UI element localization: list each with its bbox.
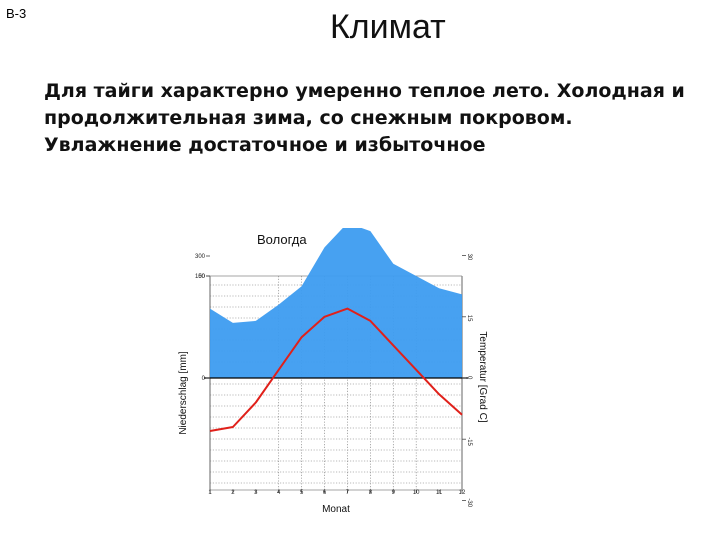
right-tick-label: -15 [466, 437, 472, 446]
left-tick-label: 50 [198, 274, 205, 280]
precipitation-area [210, 228, 462, 378]
body-text-line: продолжительная зима, со снежным покрово… [44, 107, 573, 129]
x-tick-label: 11 [436, 490, 443, 496]
x-tick-label: 1 [208, 490, 212, 496]
left-tick-label: 0 [202, 376, 206, 382]
temperature-line [209, 307, 463, 432]
x-tick-label: 7 [346, 490, 350, 496]
x-tick-label: 2 [231, 490, 235, 496]
body-text-line: Для тайги характерно умеренно теплое лет… [44, 80, 685, 102]
left-axis-title: Niederschlag [mm] [178, 351, 189, 435]
right-tick-label: -30 [466, 498, 472, 507]
x-tick-label: 4 [277, 490, 281, 496]
climate-chart: 300 100 50 0 30 15 0 -15 -30 1 2 3 4 5 6 7 8 9 10 11 12 Волог… [170, 228, 510, 528]
x-tick-label: 12 [459, 490, 466, 496]
x-tick-label: 8 [369, 490, 373, 496]
right-tick-label: 0 [466, 376, 472, 380]
x-tick-label: 3 [254, 490, 258, 496]
x-tick-label: 10 [413, 490, 420, 496]
left-tick-label: 100 [195, 274, 206, 280]
right-tick-label: 30 [466, 254, 472, 261]
x-axis-title: Monat [322, 504, 350, 515]
chart-title: Вологда [257, 232, 307, 247]
body-text: Для тайги характерно умеренно теплое лет… [44, 78, 694, 159]
right-tick-label: 15 [466, 315, 472, 322]
slide-title: Климат [330, 8, 446, 46]
left-tick-label: 300 [195, 254, 206, 260]
x-tick-label: 5 [300, 490, 304, 496]
x-tick-label: 6 [323, 490, 327, 496]
slide-code: В-3 [6, 6, 27, 21]
right-axis-title: Temperatur [Grad C] [477, 331, 488, 422]
body-text-line: Увлажнение достаточное и избыточное [44, 134, 486, 156]
x-tick-label: 9 [392, 490, 396, 496]
